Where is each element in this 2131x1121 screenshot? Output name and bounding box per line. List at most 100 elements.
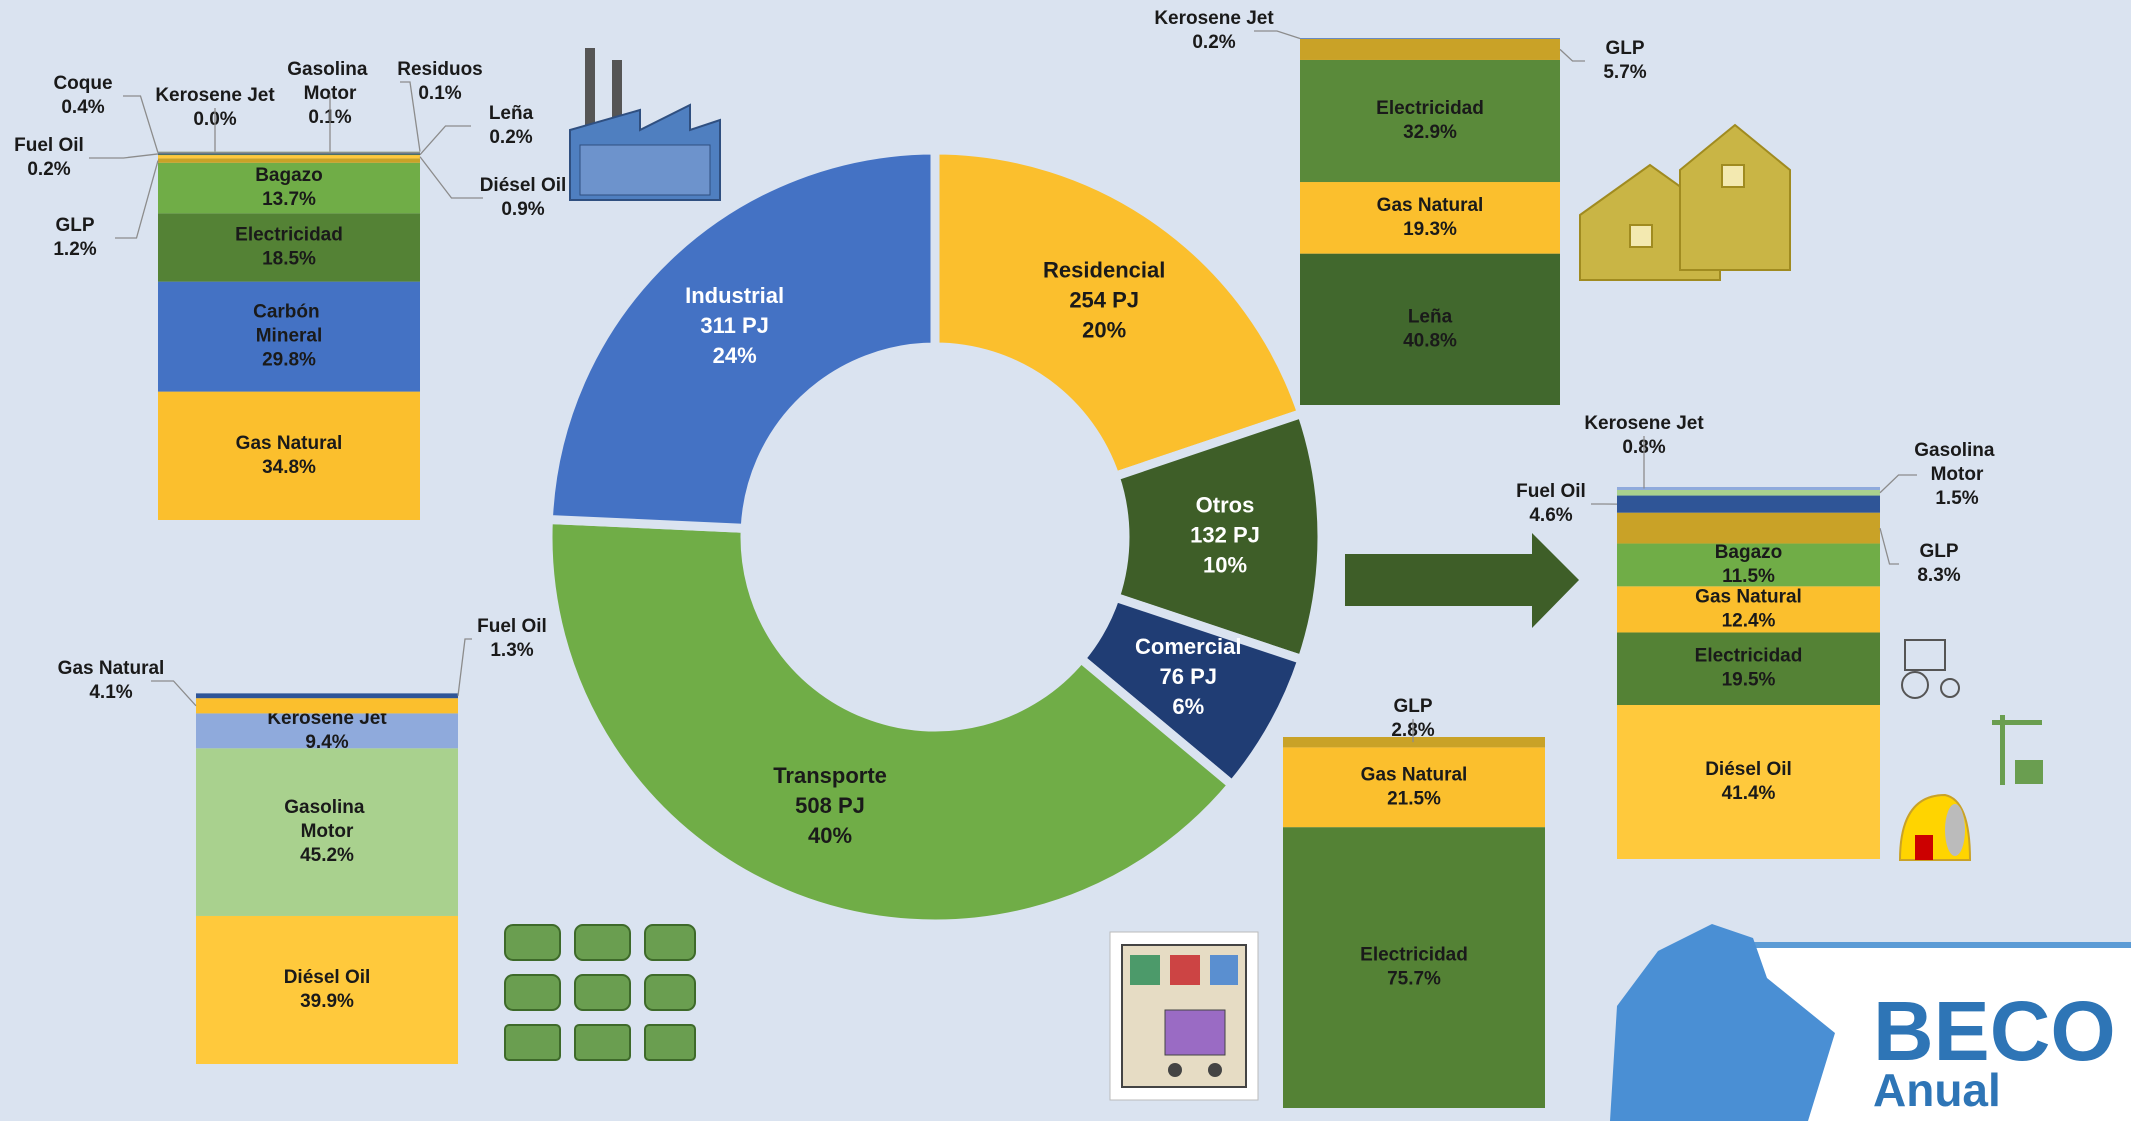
bar-segment — [1283, 737, 1545, 748]
logo: BECO Anual — [1610, 924, 2131, 1121]
segment-name: Gas Natural — [58, 658, 165, 679]
bar-segment — [196, 915, 458, 1064]
vehicles-icon — [504, 924, 696, 1061]
segment-value: 0.4% — [61, 97, 104, 118]
segment-name: Gas Natural — [1695, 586, 1802, 607]
segment-value: 18.5% — [262, 249, 316, 270]
segment-name: Gas Natural — [1361, 764, 1468, 785]
leader-line — [400, 81, 421, 152]
bar-segment — [1617, 704, 1880, 859]
bar-segment — [1300, 38, 1560, 39]
segment-value: 4.1% — [89, 682, 132, 703]
segment-name: Bagazo — [255, 165, 323, 186]
slice-label: Otros — [1196, 492, 1255, 517]
donut-slice — [543, 514, 1239, 929]
bar-segment — [1617, 512, 1880, 544]
leader-line — [115, 160, 159, 239]
leader-line — [123, 95, 159, 154]
bar-segment — [158, 162, 420, 214]
slice-label: Transporte — [773, 763, 887, 788]
segment-value: 19.3% — [1403, 219, 1457, 240]
leader-line — [151, 680, 197, 707]
donut-slice — [543, 145, 940, 534]
segment-name: Gas Natural — [236, 433, 343, 454]
segment-name: Bagazo — [1715, 542, 1783, 563]
segment-name: Carbón Mineral — [253, 302, 325, 347]
slice-percent: 6% — [1172, 694, 1204, 719]
bar-segment — [1300, 59, 1560, 183]
bar-segment — [1617, 632, 1880, 705]
segment-value: 39.9% — [300, 991, 354, 1012]
segment-name: Fuel Oil — [14, 135, 84, 156]
segment-name: Kerosene Jet — [1584, 413, 1704, 434]
segment-name: Electricidad — [1376, 98, 1484, 119]
segment-name: Diésel Oil — [1705, 759, 1792, 780]
bar-segment — [1617, 487, 1880, 490]
segment-value: 19.5% — [1722, 670, 1776, 691]
segment-value: 0.2% — [27, 159, 70, 180]
slice-value: 254 PJ — [1069, 287, 1139, 312]
segment-name: Leña — [489, 103, 534, 124]
segment-value: 75.7% — [1387, 969, 1441, 990]
logo-subtitle: Anual — [1873, 1064, 2001, 1116]
leader-line — [1879, 474, 1917, 494]
shop-icon — [1109, 931, 1259, 1101]
slice-value: 508 PJ — [795, 793, 865, 818]
segment-value: 9.4% — [305, 732, 348, 753]
leader-line — [457, 638, 472, 696]
leader-line — [1879, 527, 1899, 565]
bar-segment — [1300, 38, 1560, 60]
segment-name: GLP — [55, 215, 94, 236]
segment-value: 13.7% — [262, 189, 316, 210]
arrow — [1345, 533, 1579, 628]
segment-value: 0.9% — [501, 199, 544, 220]
segment-value: 1.2% — [53, 239, 96, 260]
bar-segment — [196, 713, 458, 749]
segment-name: Gasolina Motor — [287, 59, 373, 104]
segment-value: 4.6% — [1529, 505, 1572, 526]
helmet-icon — [1898, 793, 1972, 861]
slice-label: Industrial — [685, 283, 784, 308]
bar-segment — [158, 281, 420, 392]
logo-map — [1610, 924, 1835, 1121]
slice-percent: 20% — [1082, 317, 1126, 342]
slice-percent: 24% — [713, 343, 757, 368]
segment-name: Kerosene Jet — [155, 85, 275, 106]
segment-value: 41.4% — [1722, 783, 1776, 804]
bar-segment — [1283, 827, 1545, 1108]
bar-segment — [158, 158, 420, 163]
segment-value: 34.8% — [262, 457, 316, 478]
slice-value: 132 PJ — [1190, 522, 1260, 547]
segment-name: GLP — [1919, 541, 1958, 562]
slice-percent: 40% — [808, 823, 852, 848]
slice-value: 76 PJ — [1160, 664, 1218, 689]
segment-value: 11.5% — [1722, 566, 1775, 587]
segment-value: 1.3% — [490, 640, 533, 661]
bar-segment — [158, 152, 420, 154]
bar-segment — [1300, 253, 1560, 405]
leader-line — [419, 156, 483, 199]
leader-line — [1254, 30, 1301, 40]
bar-segment — [196, 748, 458, 916]
segment-name: Fuel Oil — [1516, 481, 1586, 502]
leader-line — [1559, 48, 1585, 62]
bar-segment — [1617, 495, 1880, 513]
segment-value: 32.9% — [1403, 122, 1457, 143]
segment-value: 12.4% — [1722, 610, 1776, 631]
segment-value: 8.3% — [1917, 565, 1960, 586]
segment-value: 0.2% — [1192, 32, 1235, 53]
segment-name: GLP — [1393, 696, 1432, 717]
bar-segment — [1617, 586, 1880, 633]
slice-label: Residencial — [1043, 257, 1165, 282]
bar-segment — [158, 213, 420, 282]
segment-name: GLP — [1605, 38, 1644, 59]
houses-icon — [1579, 123, 1791, 281]
logo-title: BECO — [1873, 984, 2116, 1078]
segment-value: 29.8% — [262, 350, 316, 371]
bar-segment — [1283, 747, 1545, 828]
segment-name: Gasolina Motor — [1914, 440, 2000, 485]
leader-line — [419, 125, 471, 156]
segment-value: 45.2% — [300, 845, 354, 866]
segment-name: Leña — [1408, 306, 1453, 327]
bar-segment — [1300, 182, 1560, 254]
